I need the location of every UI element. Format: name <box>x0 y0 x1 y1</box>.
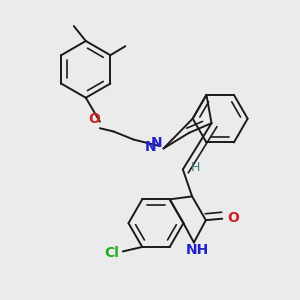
Text: O: O <box>88 112 100 126</box>
Text: H: H <box>191 160 201 173</box>
Text: N: N <box>144 140 156 154</box>
Text: Cl: Cl <box>104 246 119 260</box>
Text: N: N <box>151 136 163 150</box>
Text: NH: NH <box>185 243 208 257</box>
Text: O: O <box>227 211 239 225</box>
